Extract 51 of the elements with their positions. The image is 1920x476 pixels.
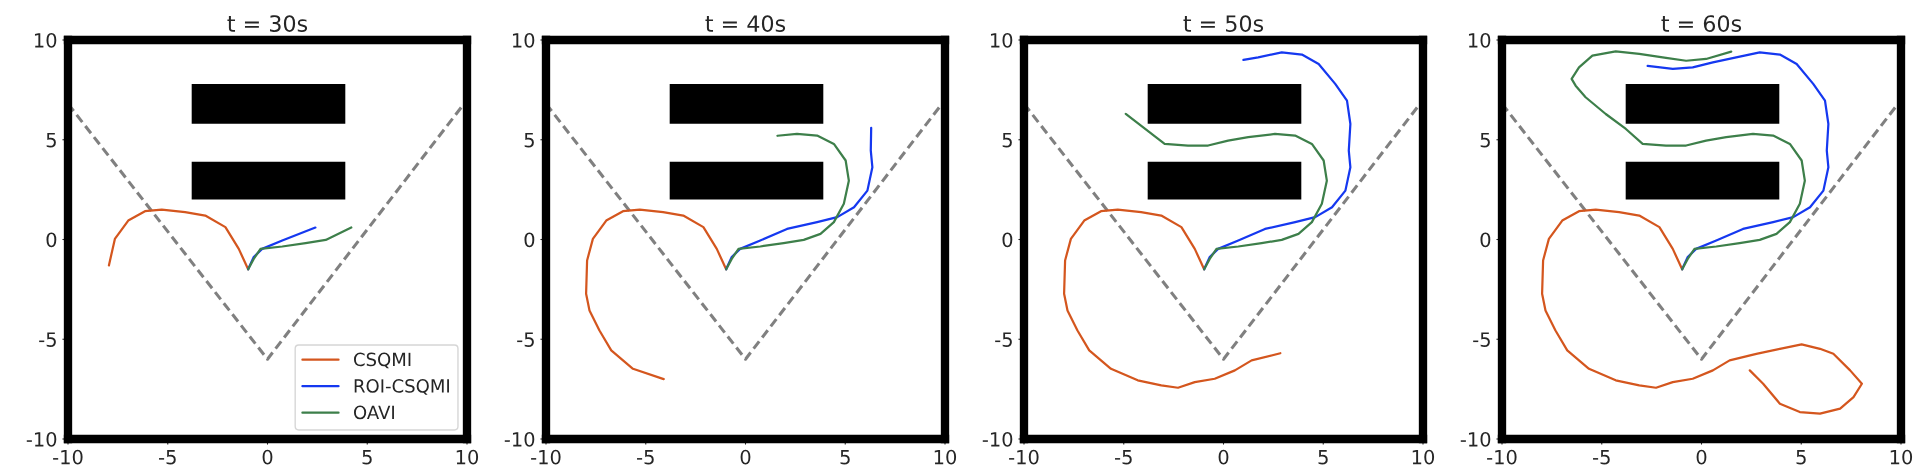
y-tick-label: 10 — [34, 32, 57, 48]
x-tick-label: 10 — [1412, 449, 1435, 465]
x-tick-label: -5 — [637, 450, 654, 465]
x-tick-label: 10 — [456, 449, 479, 465]
y-tick-label: -10 — [1460, 431, 1491, 447]
chart-title: t = 30s — [227, 15, 308, 32]
y-tick-label: -10 — [504, 431, 535, 447]
x-tick-label: 10 — [1890, 449, 1913, 465]
line-series — [107, 208, 250, 271]
line-series — [1124, 112, 1328, 271]
y-tick-label: 5 — [1002, 132, 1012, 148]
y-tick-label: 10 — [1468, 32, 1491, 48]
y-tick-label: 0 — [1480, 232, 1491, 248]
line-series — [247, 226, 353, 271]
chart-title: t = 50s — [1183, 15, 1264, 32]
x-tick-label: 5 — [1796, 450, 1806, 465]
line-series — [1540, 208, 1864, 415]
chart-title: t = 40s — [705, 15, 786, 32]
chart-title: t = 60s — [1661, 15, 1742, 32]
y-tick-label: -5 — [39, 332, 56, 347]
y-tick-label: 5 — [46, 132, 56, 148]
line-series — [1570, 50, 1806, 271]
x-tick-label: 0 — [262, 449, 273, 465]
y-tick-label: -10 — [982, 431, 1013, 447]
y-tick-label: 0 — [1002, 232, 1013, 248]
x-tick-label: -5 — [1593, 450, 1610, 465]
x-tick-label: 10 — [934, 449, 957, 465]
x-tick-label: 0 — [1696, 449, 1707, 465]
y-tick-label: 10 — [512, 32, 535, 48]
x-tick-label: 5 — [362, 450, 372, 465]
x-tick-label: 5 — [840, 450, 850, 465]
legend-label: OAVI — [353, 405, 394, 420]
line-series — [584, 208, 728, 381]
x-tick-label: 0 — [740, 449, 751, 465]
y-tick-label: 10 — [990, 32, 1013, 48]
y-tick-label: -10 — [26, 431, 57, 447]
legend-label: ROI-CSQMI — [354, 379, 449, 395]
line-series — [1062, 208, 1282, 389]
x-tick-label: 0 — [1218, 449, 1229, 465]
y-tick-label: -5 — [517, 332, 534, 347]
y-tick-label: -5 — [1473, 332, 1490, 347]
x-tick-label: 5 — [1318, 450, 1328, 465]
y-tick-label: 5 — [1480, 132, 1490, 148]
y-tick-label: 0 — [524, 232, 535, 248]
x-tick-label: -5 — [1115, 450, 1132, 465]
x-tick-label: -5 — [159, 450, 176, 465]
y-tick-label: -5 — [995, 332, 1012, 347]
line-series — [725, 132, 850, 271]
y-tick-label: 5 — [524, 132, 534, 148]
y-tick-label: 0 — [46, 232, 57, 248]
legend-label: CSQMI — [353, 352, 411, 369]
